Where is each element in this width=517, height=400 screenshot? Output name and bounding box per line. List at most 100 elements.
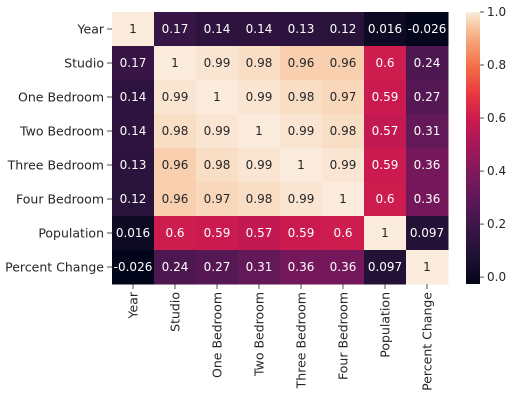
cell-value-label: 0.99 — [162, 90, 189, 104]
cell-value-label: 0.17 — [162, 22, 189, 36]
cell-value-label: 0.59 — [204, 226, 231, 240]
heatmap-cell — [238, 250, 281, 285]
heatmap-cell — [322, 46, 365, 81]
colorbar-tick-label: 0.8 — [487, 58, 506, 72]
x-tick-label: Percent Change — [420, 292, 435, 391]
heatmap-cell — [154, 182, 197, 217]
heatmap-cell — [364, 46, 407, 81]
heatmap-cell — [196, 114, 239, 149]
colorbar-tick-label: 0.0 — [487, 270, 506, 284]
heatmap-cell — [406, 148, 449, 183]
y-tick-label: Two Bedroom — [19, 124, 104, 139]
heatmap-cell — [364, 114, 407, 149]
heatmap-cells — [112, 12, 449, 285]
y-tick-label: One Bedroom — [18, 90, 104, 105]
heatmap-cell — [112, 80, 155, 115]
heatmap-cell — [280, 148, 323, 183]
cell-value-label: 0.36 — [414, 192, 441, 206]
heatmap-cell — [364, 250, 407, 285]
cell-value-label: 1 — [129, 22, 137, 36]
x-tick-label: Three Bedroom — [294, 292, 309, 389]
cell-value-label: 0.59 — [372, 90, 399, 104]
heatmap-cell — [154, 114, 197, 149]
cell-value-label: 0.097 — [368, 260, 402, 274]
cell-value-label: 0.097 — [410, 226, 444, 240]
colorbar: 0.0 0.2 0.4 0.6 0.8 1.0 — [466, 5, 506, 284]
heatmap-cell — [322, 216, 365, 251]
heatmap-cell — [112, 182, 155, 217]
heatmap-cell — [238, 148, 281, 183]
colorbar-tick-label: 0.2 — [487, 217, 506, 231]
cell-value-label: 0.96 — [330, 56, 357, 70]
cell-value-label: 1 — [297, 158, 305, 172]
heatmap-cell — [364, 148, 407, 183]
y-tick-label: Percent Change — [5, 260, 104, 275]
cell-value-label: 0.24 — [162, 260, 189, 274]
x-tick-label: Two Bedroom — [252, 292, 267, 377]
heatmap-cell — [196, 12, 239, 47]
cell-value-label: 0.99 — [246, 90, 273, 104]
colorbar-tick-label: 0.4 — [487, 164, 506, 178]
heatmap-cell — [238, 114, 281, 149]
cell-value-label: 0.13 — [120, 158, 147, 172]
heatmap-cell — [280, 80, 323, 115]
heatmap-cell — [238, 46, 281, 81]
heatmap-cell — [196, 46, 239, 81]
heatmap-cell — [406, 250, 449, 285]
cell-value-label: 0.14 — [120, 90, 147, 104]
y-tick-label: Studio — [64, 56, 104, 71]
heatmap-cell — [154, 46, 197, 81]
heatmap-cell — [364, 182, 407, 217]
heatmap-cell — [364, 80, 407, 115]
cell-value-label: 0.99 — [204, 56, 231, 70]
heatmap-cell — [364, 12, 407, 47]
cell-value-label: 1 — [423, 260, 431, 274]
cell-value-label: 0.17 — [120, 56, 147, 70]
y-axis: Year Studio One Bedroom Two Bedroom Three Be… — [5, 22, 112, 275]
heatmap-cell — [406, 182, 449, 217]
cell-value-label: -0.026 — [114, 260, 153, 274]
cell-value-label: 0.6 — [333, 226, 352, 240]
heatmap-cell — [112, 148, 155, 183]
colorbar-tick-label: 0.6 — [487, 111, 506, 125]
heatmap-cell — [280, 114, 323, 149]
heatmap-cell — [196, 182, 239, 217]
cell-value-label: 0.98 — [288, 90, 315, 104]
cell-value-label: 0.98 — [162, 124, 189, 138]
cell-value-label: 0.99 — [246, 158, 273, 172]
heatmap-cell — [196, 250, 239, 285]
cell-value-label: 0.24 — [414, 56, 441, 70]
heatmap-cell — [406, 12, 449, 47]
cell-value-label: 0.13 — [288, 22, 315, 36]
colorbar-gradient — [466, 12, 480, 284]
cell-value-label: 0.96 — [288, 56, 315, 70]
heatmap-cell — [112, 216, 155, 251]
cell-value-label: 0.27 — [204, 260, 231, 274]
heatmap-cell — [238, 12, 281, 47]
heatmap-cell — [238, 182, 281, 217]
cell-value-label: 0.36 — [414, 158, 441, 172]
cell-value-label: 0.98 — [246, 192, 273, 206]
cell-value-label: 0.57 — [372, 124, 399, 138]
heatmap-cell — [154, 216, 197, 251]
heatmap-cell — [322, 148, 365, 183]
heatmap-cell — [406, 80, 449, 115]
cell-value-label: 0.98 — [330, 124, 357, 138]
cell-value-label: 1 — [381, 226, 389, 240]
heatmap-cell — [154, 12, 197, 47]
heatmap-cell — [322, 182, 365, 217]
heatmap-cell — [406, 216, 449, 251]
heatmap-cell — [322, 114, 365, 149]
cell-value-label: 0.31 — [246, 260, 273, 274]
heatmap-cell — [280, 250, 323, 285]
cell-value-label: 0.99 — [288, 124, 315, 138]
cell-value-label: 0.12 — [120, 192, 147, 206]
heatmap-cell — [238, 80, 281, 115]
heatmap-cell — [280, 216, 323, 251]
cell-value-label: 0.98 — [246, 56, 273, 70]
cell-value-label: 0.14 — [120, 124, 147, 138]
heatmap-cell — [196, 148, 239, 183]
cell-value-label: 0.59 — [372, 158, 399, 172]
cell-value-label: 0.6 — [375, 192, 394, 206]
